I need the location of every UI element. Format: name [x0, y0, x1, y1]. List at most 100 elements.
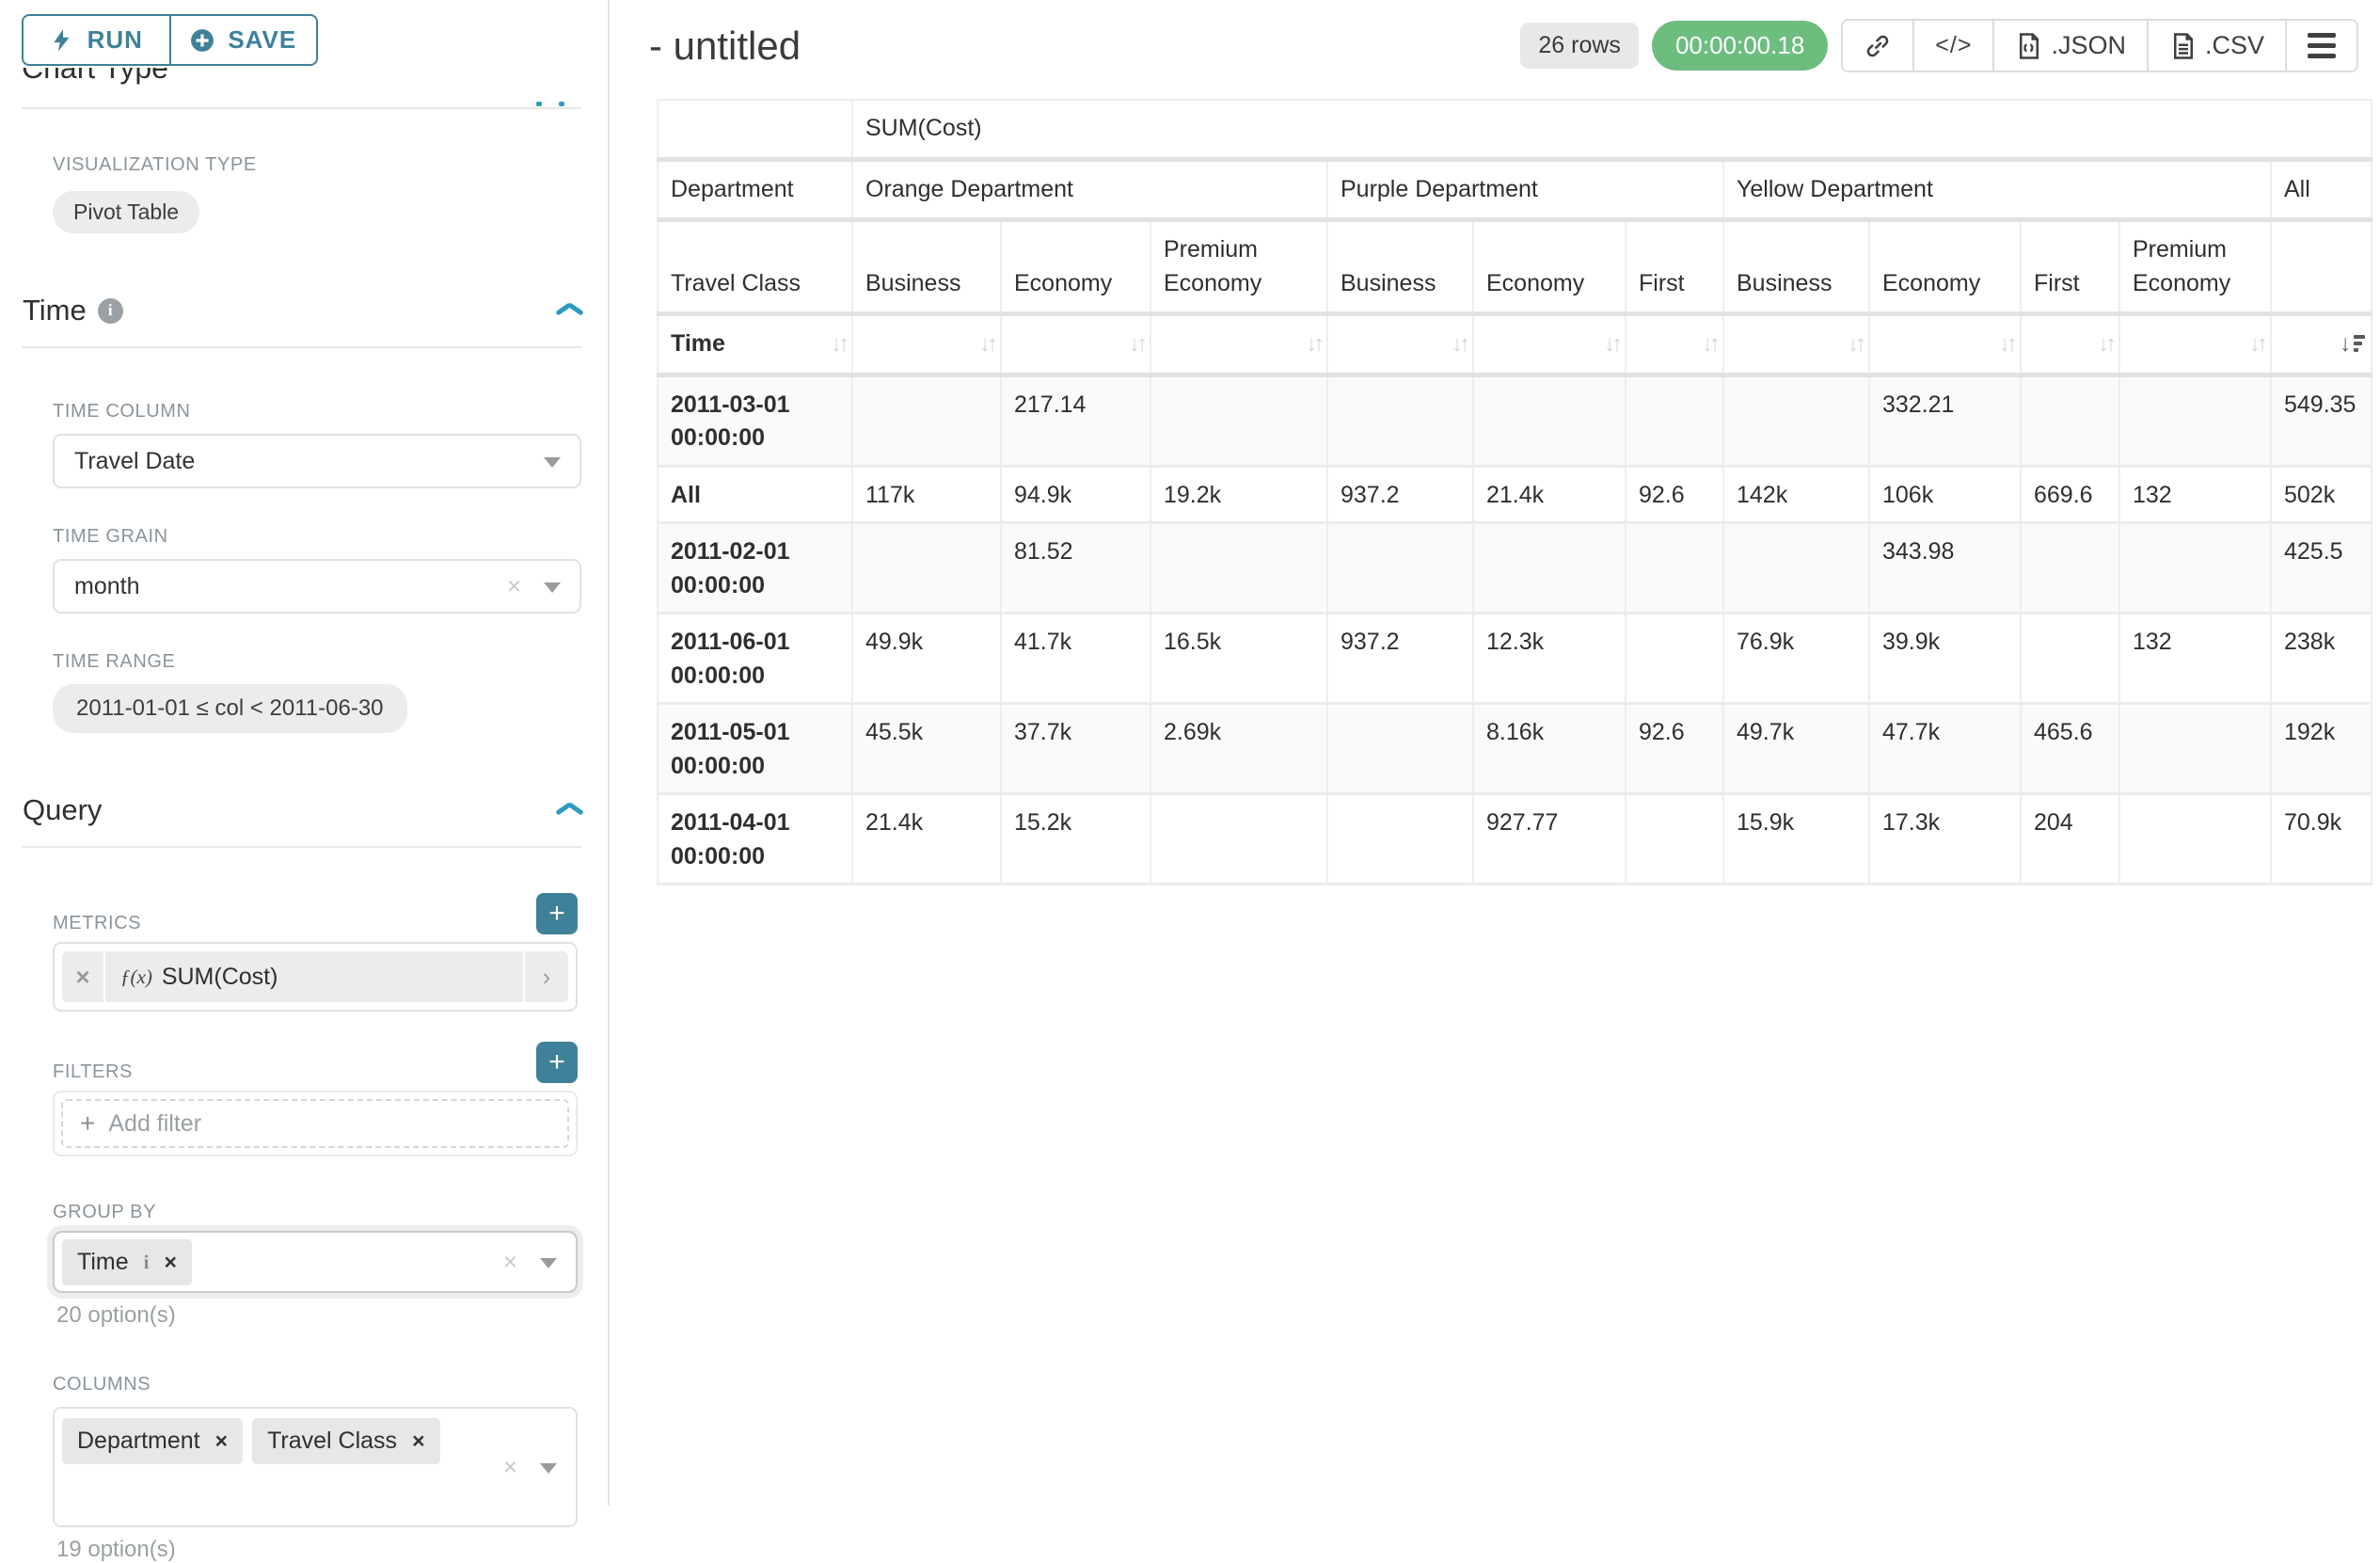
- clear-icon[interactable]: ×: [506, 571, 521, 600]
- save-button[interactable]: SAVE: [169, 14, 318, 66]
- value-cell: 17.3k: [1868, 792, 2022, 885]
- group-by-tag[interactable]: Time i ×: [62, 1238, 192, 1285]
- remove-tag-icon[interactable]: ×: [164, 1249, 177, 1274]
- column-sort-header[interactable]: ↓↑: [1722, 312, 1870, 375]
- chart-type-section-header[interactable]: Chart Type: [22, 68, 581, 107]
- value-cell: 94.9k: [1000, 465, 1151, 524]
- value-cell: [1326, 792, 1474, 885]
- remove-tag-icon[interactable]: ×: [412, 1428, 425, 1453]
- sort-icon[interactable]: ↓↑: [831, 330, 849, 357]
- department-header-row: Department Orange Department Purple Depa…: [657, 158, 2373, 221]
- time-sort-header[interactable]: Time ↓↑: [657, 312, 853, 375]
- time-grain-select[interactable]: month ×: [53, 559, 581, 614]
- export-json-label: .JSON: [2051, 31, 2126, 59]
- value-cell: [1326, 521, 1474, 614]
- sort-row: Time ↓↑ ↓↑ ↓↑ ↓↑ ↓↑ ↓↑ ↓↑ ↓↑ ↓↑ ↓↑ ↓↑ ↓: [657, 312, 2373, 375]
- col-group-header: All: [2269, 158, 2373, 221]
- column-sort-header[interactable]: ↓↑: [2118, 312, 2272, 375]
- sort-icon[interactable]: ↓↑: [1306, 330, 1325, 357]
- column-sort-header[interactable]: ↓↑: [1326, 312, 1474, 375]
- sort-icon[interactable]: ↓↑: [1452, 330, 1470, 357]
- metric-name: SUM(Cost): [161, 963, 278, 990]
- code-icon: </>: [1935, 32, 1973, 58]
- column-sort-header[interactable]: ↓↑: [851, 312, 1002, 375]
- export-json-button[interactable]: .JSON: [1992, 21, 2147, 71]
- sort-icon[interactable]: ↓↑: [1129, 330, 1148, 357]
- add-filter-button[interactable]: + Add filter: [61, 1099, 569, 1148]
- query-section-header[interactable]: Query: [23, 793, 581, 827]
- row-header: 2011-03-01 00:00:00: [657, 374, 853, 467]
- time-column-value: Travel Date: [74, 447, 196, 474]
- column-sort-header[interactable]: ↓↑: [1472, 312, 1626, 375]
- info-icon[interactable]: i: [97, 297, 123, 324]
- remove-tag-icon[interactable]: ×: [214, 1428, 229, 1453]
- value-cell: 937.2: [1326, 465, 1474, 524]
- sort-icon[interactable]: ↓↑: [2249, 330, 2268, 357]
- chart-title[interactable]: - untitled: [649, 23, 801, 68]
- export-csv-button[interactable]: .CSV: [2146, 21, 2285, 71]
- time-column-select[interactable]: Travel Date: [53, 434, 581, 488]
- viz-type-label: VISUALIZATION TYPE: [53, 154, 257, 175]
- filters-label: FILTERS: [53, 1061, 133, 1082]
- value-cell: [2118, 521, 2272, 614]
- time-range-pill[interactable]: 2011-01-01 ≤ col < 2011-06-30: [53, 684, 407, 733]
- value-cell: 16.5k: [1150, 612, 1328, 705]
- info-icon[interactable]: i: [143, 1250, 150, 1273]
- share-link-button[interactable]: [1843, 21, 1913, 71]
- group-by-select[interactable]: Time i × ×: [53, 1231, 578, 1293]
- remove-metric-icon[interactable]: ×: [62, 951, 105, 1002]
- sort-icon[interactable]: ↓↑: [1848, 330, 1866, 357]
- caret-down-icon[interactable]: [544, 457, 561, 468]
- column-sort-header[interactable]: ↓: [2269, 312, 2373, 375]
- value-cell: 92.6: [1625, 702, 1724, 795]
- explore-control-panel: RUN SAVE Chart Type VISUALIZATION TYPE P…: [0, 0, 610, 1562]
- time-grain-label: TIME GRAIN: [53, 526, 168, 547]
- clear-icon[interactable]: ×: [502, 1247, 517, 1276]
- add-metric-button[interactable]: +: [536, 893, 578, 934]
- caret-down-icon[interactable]: [540, 1463, 557, 1474]
- value-cell: 142k: [1722, 465, 1870, 524]
- column-sort-header[interactable]: ↓↑: [1625, 312, 1724, 375]
- sort-icon[interactable]: ↓↑: [2098, 330, 2117, 357]
- time-section-header[interactable]: Time i: [23, 294, 581, 327]
- column-sort-header[interactable]: ↓↑: [2020, 312, 2120, 375]
- view-query-button[interactable]: </>: [1912, 21, 1993, 71]
- chevron-right-icon[interactable]: ›: [523, 951, 568, 1002]
- viz-type-value-pill[interactable]: Pivot Table: [53, 191, 200, 233]
- value-cell: [2020, 521, 2120, 614]
- column-sort-header[interactable]: ↓↑: [1868, 312, 2022, 375]
- run-button[interactable]: RUN: [22, 14, 170, 66]
- columns-select[interactable]: Department × Travel Class × ×: [53, 1407, 578, 1527]
- value-cell: [1326, 702, 1474, 795]
- add-filter-plus-button[interactable]: +: [536, 1042, 578, 1083]
- value-cell: 21.4k: [1472, 465, 1626, 524]
- column-sort-header[interactable]: ↓↑: [1150, 312, 1328, 375]
- sort-icon[interactable]: ↓↑: [1604, 330, 1623, 357]
- caret-down-icon[interactable]: [544, 582, 561, 593]
- chevron-up-icon[interactable]: [555, 303, 581, 318]
- value-cell: [1150, 374, 1328, 467]
- sort-icon[interactable]: ↓↑: [979, 330, 998, 357]
- row-dim-header: Department: [657, 158, 853, 221]
- value-cell: 937.2: [1326, 612, 1474, 705]
- value-cell: 41.7k: [1000, 612, 1151, 705]
- sort-icon[interactable]: ↓↑: [1999, 330, 2018, 357]
- chevron-up-icon[interactable]: [555, 803, 581, 818]
- lightning-icon: [53, 28, 70, 52]
- row-dim2-header: Travel Class: [657, 218, 853, 315]
- divider: [22, 346, 581, 348]
- caret-down-icon[interactable]: [540, 1258, 557, 1268]
- columns-tag[interactable]: Travel Class ×: [252, 1418, 440, 1464]
- sort-descending-icon[interactable]: ↓: [2340, 332, 2366, 356]
- columns-tag[interactable]: Department ×: [62, 1418, 244, 1464]
- table-row: 2011-06-01 00:00:00 49.9k 41.7k 16.5k 937.2 1…: [657, 612, 2373, 705]
- menu-button[interactable]: [2285, 21, 2356, 71]
- table-row: 2011-02-01 00:00:00 81.52 343.98 425.5: [657, 521, 2373, 614]
- pivot-table-container: SUM(Cost) Department Orange Department P…: [657, 99, 2373, 885]
- clear-icon[interactable]: ×: [502, 1452, 517, 1481]
- metric-pill[interactable]: × ƒ(x) SUM(Cost) ›: [62, 951, 568, 1002]
- sort-icon[interactable]: ↓↑: [1702, 330, 1721, 357]
- value-cell: [1722, 521, 1870, 614]
- time-grain-value: month: [74, 572, 140, 599]
- column-sort-header[interactable]: ↓↑: [1000, 312, 1151, 375]
